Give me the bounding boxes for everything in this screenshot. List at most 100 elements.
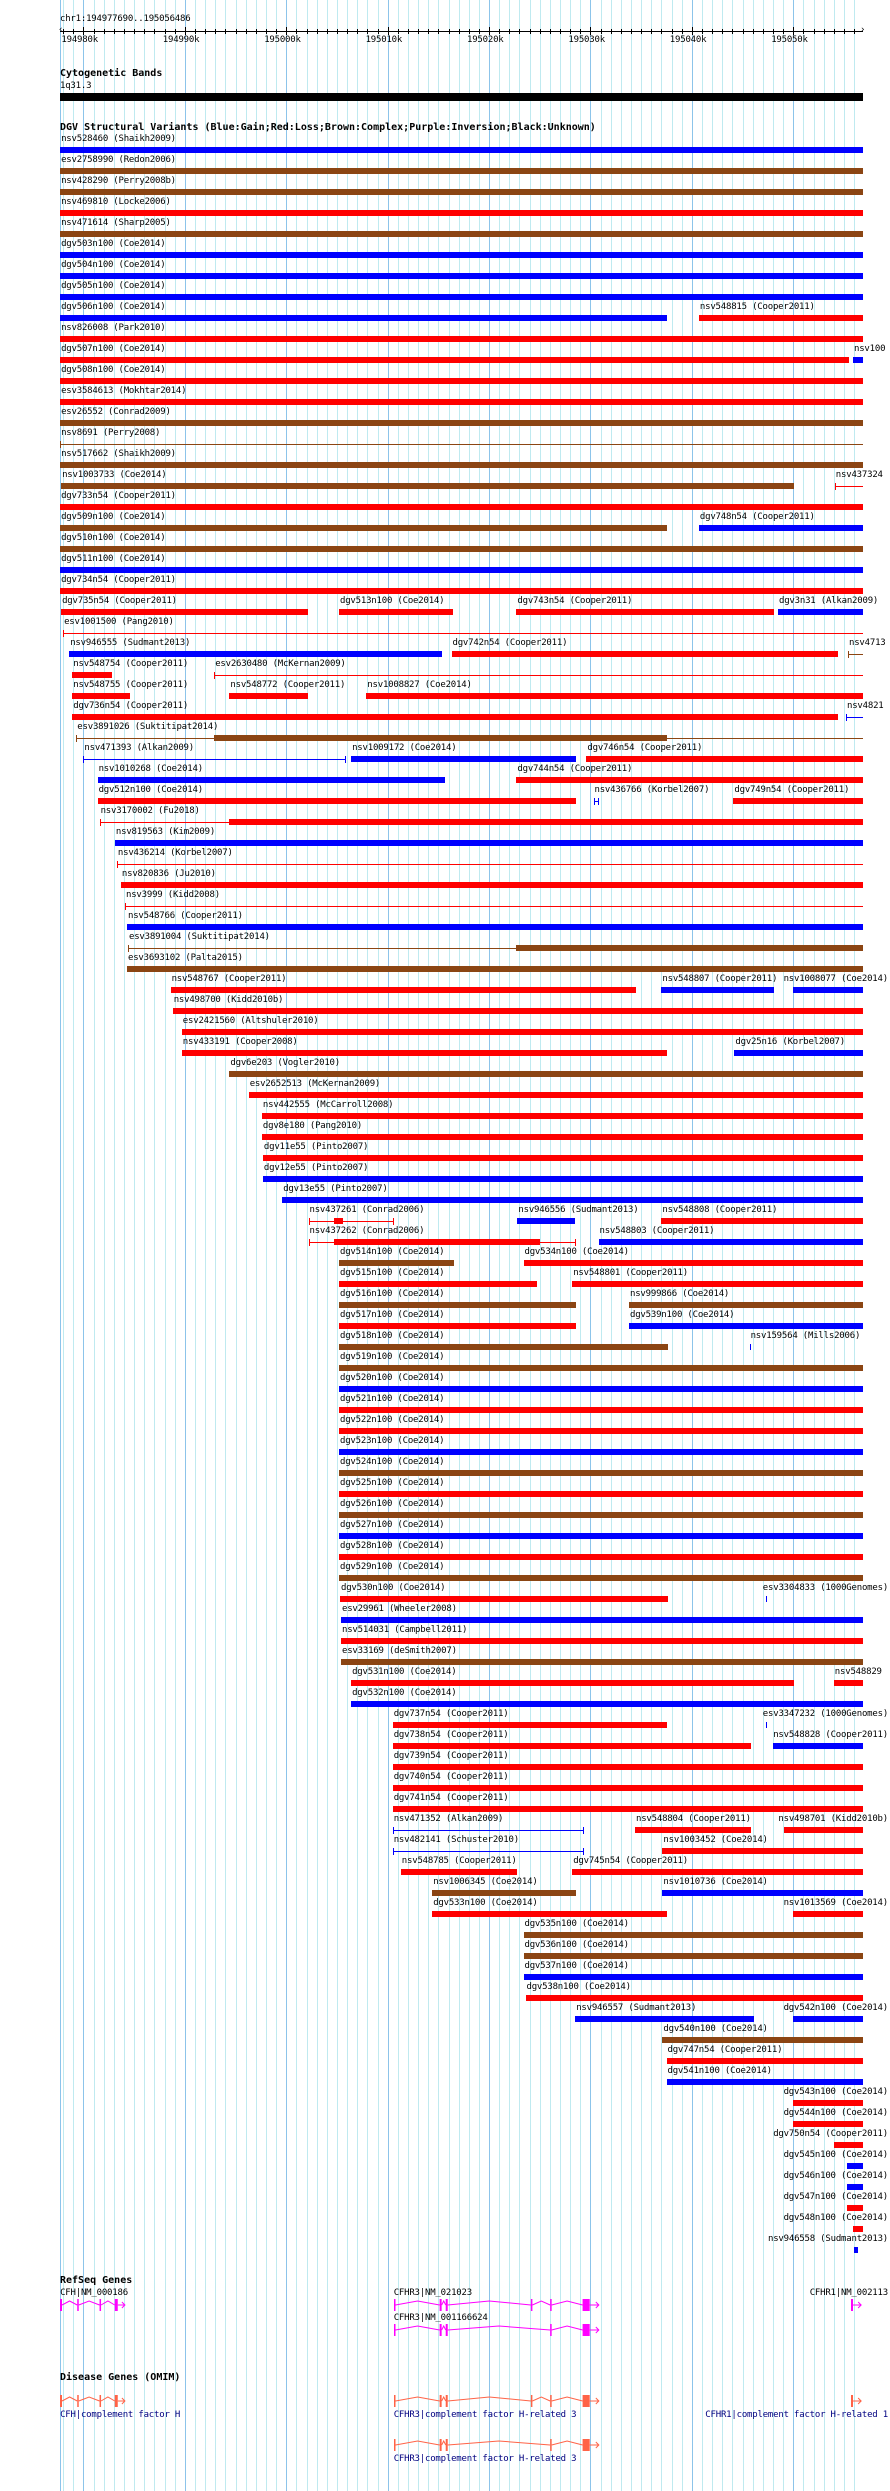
exon: [60, 2395, 63, 2407]
intron: [531, 2300, 551, 2306]
variant-label: nsv548755 (Cooper2011): [73, 680, 189, 690]
exon: [77, 2299, 79, 2311]
variant-label: nsv437262 (Conrad2006): [309, 1226, 425, 1236]
variant-bar: [784, 1827, 863, 1833]
variant-label: dgv534n100 (Coe2014): [524, 1247, 630, 1257]
axis-tick-label: 194990k: [162, 35, 200, 45]
variant-label: dgv736n54 (Cooper2011): [73, 701, 189, 711]
axis-tick: [722, 29, 724, 34]
axis-arrow-left-icon: ‹: [58, 25, 64, 35]
intron: [551, 2396, 583, 2402]
grid-line: [671, 0, 673, 2491]
variant-bar: [793, 987, 863, 993]
variant-label: nsv548808 (Cooper2011): [662, 1205, 778, 1215]
exon: [445, 2324, 448, 2336]
variant-label: dgv504n100 (Coe2014): [61, 260, 166, 270]
omim-gene-label[interactable]: CFHR1|complement factor H-related 1: [705, 2410, 888, 2420]
intron: [551, 2440, 583, 2446]
variant-start-tick: [214, 672, 216, 679]
grid-line: [438, 0, 440, 2491]
cyto-band[interactable]: [60, 93, 863, 101]
variant-bar: [341, 1617, 863, 1623]
variant-label: dgv513n100 (Coe2014): [340, 596, 445, 606]
variant-bar: [523, 1974, 863, 1980]
variant-bar: [392, 1764, 863, 1770]
refseq-gene-label[interactable]: CFHR1|NM_002113: [809, 2288, 888, 2298]
grid-line: [803, 0, 805, 2491]
axis-tick-label: 194980k: [61, 35, 98, 45]
variant-bar: [60, 315, 668, 321]
variant-end-tick: [583, 1848, 585, 1855]
variant-bar: [833, 2142, 863, 2148]
variant-label: dgv540n100 (Coe2014): [663, 2024, 768, 2034]
variant-bar: [261, 1134, 863, 1140]
variant-bar: [339, 1323, 577, 1329]
variant-bar: [60, 420, 863, 426]
grid-line: [580, 0, 582, 2491]
variant-bar: [60, 399, 863, 405]
exon: [99, 2299, 102, 2311]
variant-end-tick: [345, 756, 346, 763]
axis-tick: [570, 29, 572, 34]
variant-bar: [366, 693, 863, 699]
grid-line: [772, 0, 774, 2491]
variant-start-tick: [76, 735, 78, 742]
variant-label: dgv503n100 (Coe2014): [61, 239, 166, 249]
variant-start-tick: [392, 1827, 394, 1834]
axis-tick: [397, 29, 399, 34]
refseq-gene-label[interactable]: CFH|NM_000186: [60, 2288, 128, 2298]
variant-span-line: [593, 801, 599, 802]
variant-label: dgv515n100 (Coe2014): [340, 1268, 445, 1278]
omim-gene-label[interactable]: CFH|complement factor H: [60, 2410, 181, 2420]
axis-tick-label: 195000k: [264, 35, 301, 45]
grid-line: [245, 0, 247, 2491]
variant-bar: [339, 1260, 454, 1266]
variant-bar: [181, 1029, 863, 1035]
intron: [395, 2300, 440, 2306]
variant-bar: [114, 840, 863, 846]
intron: [440, 2324, 446, 2331]
variant-label: dgv12e55 (Pinto2007): [263, 1163, 369, 1173]
grid-line: [407, 0, 409, 2491]
variant-bar: [793, 2016, 863, 2022]
variant-label: dgv507n100 (Coe2014): [61, 344, 166, 354]
axis-tick: [752, 29, 754, 34]
refseq-gene-label[interactable]: CFHR3|NM_001166624: [393, 2313, 488, 2323]
variant-label: dgv750n54 (Cooper2011): [773, 2129, 888, 2139]
axis-tick: [357, 29, 359, 34]
gene-structure-icon: [851, 2299, 862, 2311]
grid-line: [681, 0, 683, 2491]
variant-bar: [120, 882, 863, 888]
axis-tick: [296, 29, 298, 34]
variant-bar: [60, 147, 863, 153]
axis-tick: [286, 27, 288, 35]
variant-label: nsv548804 (Cooper2011): [636, 1814, 751, 1824]
variant-label: nsv3170002 (Fu2018): [100, 806, 200, 816]
variant-bar: [572, 1869, 863, 1875]
variant-label: nsv498701 (Kidd2010b): [778, 1814, 888, 1824]
variant-bar: [635, 1827, 751, 1833]
refseq-gene-label[interactable]: CFHR3|NM_021023: [393, 2288, 472, 2298]
axis-tick: [560, 29, 561, 34]
grid-line: [387, 0, 389, 2491]
variant-label: dgv519n100 (Coe2014): [340, 1352, 445, 1362]
axis-tick: [499, 29, 501, 34]
variant-bar: [339, 1533, 863, 1539]
variant-bar: [854, 2247, 859, 2253]
omim-gene-label[interactable]: CFHR3|complement factor H-related 3: [393, 2410, 577, 2420]
omim-gene-label[interactable]: CFHR3|complement factor H-related 3: [393, 2454, 577, 2464]
variant-bar: [598, 1239, 863, 1245]
axis-tick: [205, 29, 207, 34]
variant-label: nsv3999 (Kidd2008): [126, 890, 220, 900]
grid-line: [458, 0, 460, 2491]
axis-tick: [448, 29, 450, 34]
intron: [440, 2395, 446, 2402]
variant-label: nsv436214 (Korbel2007): [117, 848, 233, 858]
strand-arrow-icon: [121, 2397, 126, 2405]
variant-label: nsv1010268 (Coe2014): [98, 764, 204, 774]
variant-bar: [523, 1932, 863, 1938]
variant-label: dgv517n100 (Coe2014): [340, 1310, 445, 1320]
axis-tick: [519, 29, 521, 34]
variant-bar: [793, 2100, 863, 2106]
variant-label: dgv6e203 (Vogler2010): [230, 1058, 340, 1068]
